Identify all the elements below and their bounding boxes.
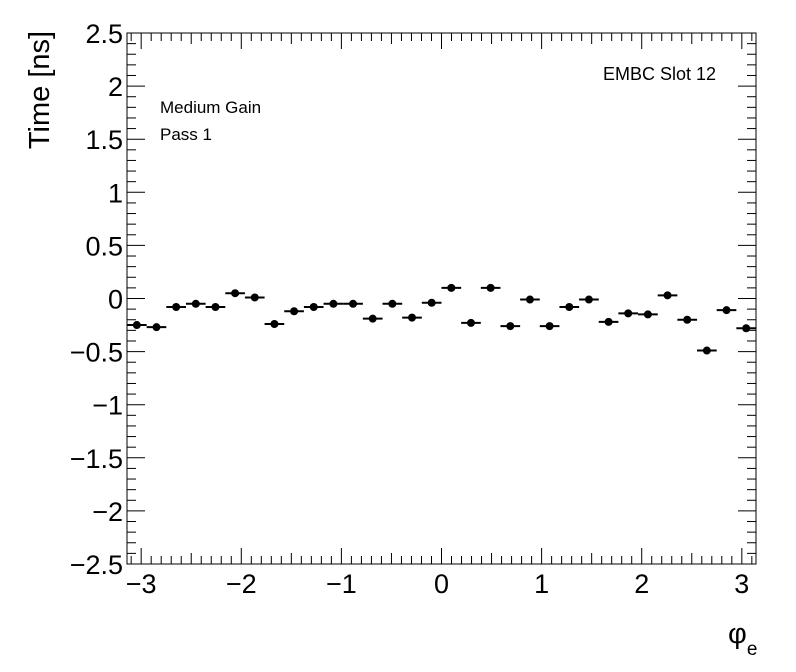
annotation-top-right: EMBC Slot 12 <box>603 64 716 84</box>
x-tick-label: 1 <box>534 569 549 599</box>
y-axis-title: Time [ns] <box>24 31 56 149</box>
data-point <box>172 302 181 311</box>
x-axis-title-symbol: φ <box>728 618 747 650</box>
y-tick-label: 0 <box>108 285 123 315</box>
x-tick-label: −1 <box>326 569 357 599</box>
y-tick-label: −0.5 <box>70 338 123 368</box>
data-point <box>584 295 593 304</box>
data-point <box>663 291 672 300</box>
y-tick-label: −1.5 <box>70 444 123 474</box>
data-point <box>408 313 417 322</box>
x-axis-title: φe <box>728 618 757 660</box>
data-point <box>309 302 318 311</box>
data-point <box>525 295 534 304</box>
data-point <box>643 310 652 319</box>
data-point <box>152 323 161 332</box>
data-point <box>702 346 711 355</box>
data-points <box>127 283 756 355</box>
data-point <box>506 322 515 331</box>
y-tick-label: 2 <box>108 72 123 102</box>
data-point <box>722 306 731 315</box>
x-tick-labels: −3 −2 −1 0 1 2 3 <box>126 569 750 599</box>
data-point <box>683 315 692 324</box>
y-tick-label: 1.5 <box>85 125 123 155</box>
data-point <box>290 307 299 316</box>
data-point <box>132 321 141 330</box>
y-tick-label: −2 <box>92 497 123 527</box>
data-point <box>211 302 220 311</box>
data-point <box>604 317 613 326</box>
data-point <box>486 283 495 292</box>
y-tick-label: 2.5 <box>85 19 123 49</box>
x-tick-label: 3 <box>734 569 749 599</box>
y-tick-label: 1 <box>108 178 123 208</box>
x-axis-title-subscript: e <box>747 639 758 660</box>
data-point <box>368 314 377 323</box>
y-tick-labels: −2.5 −2 −1.5 −1 −0.5 0 0.5 1 1.5 2 2.5 <box>70 19 123 580</box>
data-point <box>447 283 456 292</box>
x-tick-label: −2 <box>226 569 257 599</box>
annotation-line-2: Pass 1 <box>160 125 212 144</box>
data-point <box>231 289 240 298</box>
data-point <box>250 293 259 302</box>
data-point <box>565 302 574 311</box>
x-tick-label: 2 <box>634 569 649 599</box>
annotation-line-1: Medium Gain <box>160 98 261 117</box>
data-point <box>427 298 436 307</box>
data-point <box>624 309 633 318</box>
data-point <box>329 299 338 308</box>
data-point <box>191 299 200 308</box>
data-point <box>545 322 554 331</box>
data-point <box>742 324 751 333</box>
x-tick-label: −3 <box>126 569 157 599</box>
data-point <box>270 319 279 328</box>
y-tick-label: 0.5 <box>85 231 123 261</box>
data-point <box>466 318 475 327</box>
x-tick-label: 0 <box>434 569 449 599</box>
data-point <box>388 299 397 308</box>
y-tick-label: −1 <box>92 391 123 421</box>
data-point <box>349 299 358 308</box>
axis-ticks <box>127 32 756 565</box>
y-tick-label: −2.5 <box>70 550 123 580</box>
